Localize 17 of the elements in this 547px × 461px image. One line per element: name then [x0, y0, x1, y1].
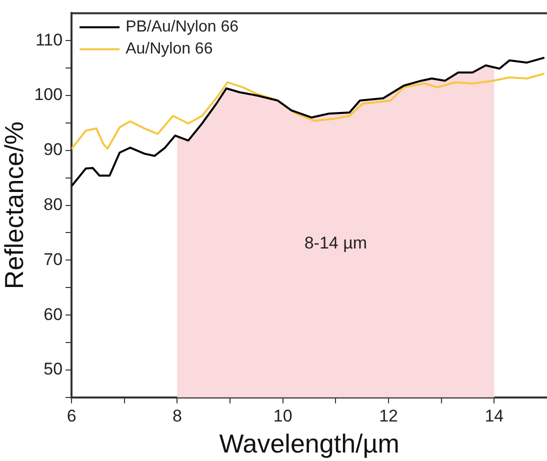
legend-label: PB/Au/Nylon 66 — [126, 18, 239, 36]
y-tick-label: 100 — [34, 85, 63, 104]
band-label: 8-14 µm — [304, 233, 368, 252]
x-tick-label: 8 — [172, 406, 182, 426]
x-tick-label: 10 — [273, 406, 292, 426]
x-axis-title: Wavelength/µm — [219, 428, 400, 459]
y-tick-label: 70 — [44, 250, 63, 269]
legend-label: Au/Nylon 66 — [126, 40, 213, 58]
x-tick-label: 14 — [484, 406, 504, 426]
x-tick-label: 6 — [66, 406, 76, 426]
y-tick-label: 110 — [35, 30, 63, 50]
y-axis-title: Reflectance/% — [0, 121, 29, 290]
y-tick-label: 60 — [44, 304, 63, 324]
y-tick-label: 90 — [44, 140, 63, 160]
x-tick-label: 12 — [379, 406, 398, 426]
y-tick-label: 50 — [44, 360, 63, 379]
y-tick-label: 80 — [44, 194, 63, 214]
